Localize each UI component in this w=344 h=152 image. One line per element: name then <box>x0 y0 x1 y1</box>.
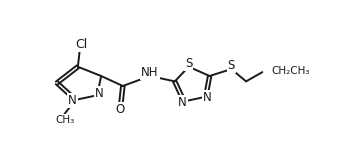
Text: S: S <box>228 59 235 73</box>
Text: CH₃: CH₃ <box>55 115 74 125</box>
Text: Cl: Cl <box>75 38 87 51</box>
Text: O: O <box>115 103 124 116</box>
Text: N: N <box>68 94 77 107</box>
Text: S: S <box>185 57 192 70</box>
Text: N: N <box>178 96 187 109</box>
Text: CH₂CH₃: CH₂CH₃ <box>272 66 310 76</box>
Text: N: N <box>95 87 104 100</box>
Text: NH: NH <box>141 66 159 79</box>
Text: N: N <box>203 91 212 104</box>
